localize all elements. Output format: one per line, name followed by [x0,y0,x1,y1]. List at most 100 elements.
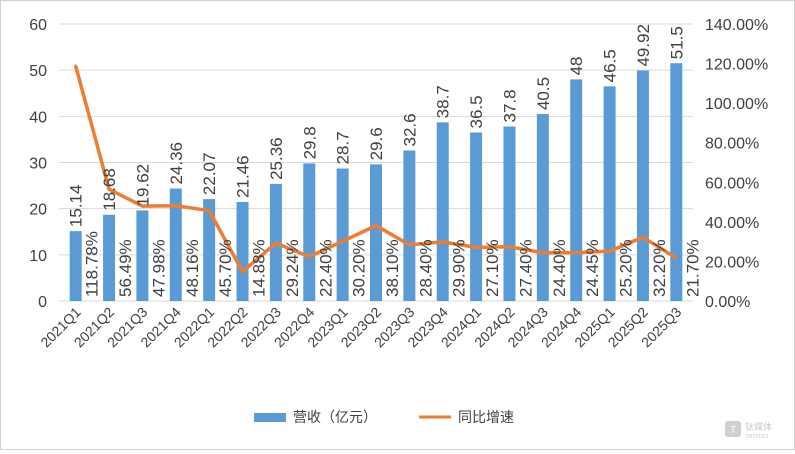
growth-point [140,204,144,208]
bar [603,86,616,301]
bar [69,231,82,301]
bar [536,114,549,302]
bar [303,163,316,301]
bar [403,150,416,301]
y-right-tick-label: 20.00% [705,254,759,271]
bar [636,70,649,301]
growth-point [274,241,278,245]
bar-data-label: 36.5 [467,95,486,128]
growth-data-label: 25.20% [617,239,636,297]
bar [570,79,583,302]
growth-data-label: 27.10% [483,239,502,297]
bar-data-label: 37.8 [500,89,519,122]
bar [103,214,116,301]
growth-point [207,209,211,213]
bar [236,201,249,301]
bar-data-label: 19.62 [133,164,152,207]
bar-data-label: 21.46 [234,155,253,198]
y-right-tick-label: 60.00% [705,175,759,192]
y-left-tick-label: 10 [29,248,47,265]
y-left-tick-label: 20 [29,202,47,219]
growth-point [474,245,478,249]
legend-swatch-revenue [254,413,286,422]
growth-point [507,245,511,249]
growth-point [74,64,78,68]
growth-data-label: 29.24% [283,239,302,297]
bar [670,63,683,301]
growth-data-label: 38.10% [383,239,402,297]
y-right-tick-label: 120.00% [705,57,768,74]
growth-point [641,235,645,239]
bar-data-label: 38.7 [434,85,453,118]
bar-data-label: 15.14 [67,185,86,228]
growth-point [407,243,411,247]
growth-data-label: 24.45% [583,239,602,297]
growth-point [574,251,578,255]
bar-data-label: 40.5 [534,77,553,110]
y-right-tick-label: 80.00% [705,136,759,153]
bar [370,164,382,301]
bar [503,126,516,302]
growth-point [608,249,612,253]
growth-point [107,187,111,191]
growth-point [374,224,378,228]
growth-data-label: 56.49% [116,239,135,297]
growth-point [341,239,345,243]
growth-data-label: 14.88% [250,239,269,297]
y-right-tick-label: 0.00% [705,294,750,311]
svg-text:T: T [730,425,736,436]
bar [470,132,483,301]
y-right-tick-label: 40.00% [705,215,759,232]
growth-point [307,255,311,259]
legend-label-revenue: 营收（亿元） [293,409,377,425]
growth-data-label: 48.16% [183,239,202,297]
growth-data-label: 32.20% [650,239,669,297]
bar-data-label: 28.7 [334,131,353,164]
y-left-tick-label: 30 [29,156,47,173]
bar [169,188,182,301]
bar [136,210,149,301]
bar-data-label: 48 [567,56,586,75]
bar-data-label: 32.6 [400,113,419,146]
growth-point [174,204,178,208]
growth-data-label: 21.70% [683,239,702,297]
y-right-tick-label: 100.00% [705,96,768,113]
bar [336,168,349,301]
bar-data-label: 51.5 [667,26,686,59]
bar-data-label: 46.5 [601,49,620,82]
growth-data-label: 29.90% [450,239,469,297]
y-left-tick-label: 0 [38,294,47,311]
bar-data-label: 29.8 [300,126,319,159]
legend-label-growth: 同比增速 [458,409,514,425]
watermark-logo: T 钛媒体 TMTPOST [725,421,772,440]
growth-point [441,240,445,244]
growth-data-label: 28.40% [416,239,435,297]
bar [203,199,216,301]
growth-point [241,270,245,274]
growth-data-label: 27.40% [516,239,535,297]
y-left-tick-label: 40 [29,109,47,126]
legend: 营收（亿元） 同比增速 [254,409,514,425]
growth-data-label: 47.98% [149,239,168,297]
growth-data-label: 30.20% [350,239,369,297]
bar-data-label: 49.92 [634,24,653,67]
bar-data-label: 18.68 [100,168,119,211]
growth-point [674,256,678,260]
svg-text:TMTPOST: TMTPOST [745,434,769,440]
growth-point [541,251,545,255]
growth-data-label: 24.40% [550,239,569,297]
bar-data-label: 25.36 [267,137,286,180]
bar-data-label: 24.36 [167,142,186,185]
bar-data-label: 29.6 [367,127,386,160]
y-right-tick-label: 140.00% [705,17,768,34]
growth-data-label: 118.78% [83,231,102,297]
y-left-tick-label: 60 [29,17,47,34]
svg-text:钛媒体: 钛媒体 [745,421,772,432]
bar-data-label: 22.07 [200,153,219,196]
growth-data-label: 45.70% [216,239,235,297]
bar [436,122,449,302]
growth-data-label: 22.40% [316,239,335,297]
y-left-tick-label: 50 [29,63,47,80]
